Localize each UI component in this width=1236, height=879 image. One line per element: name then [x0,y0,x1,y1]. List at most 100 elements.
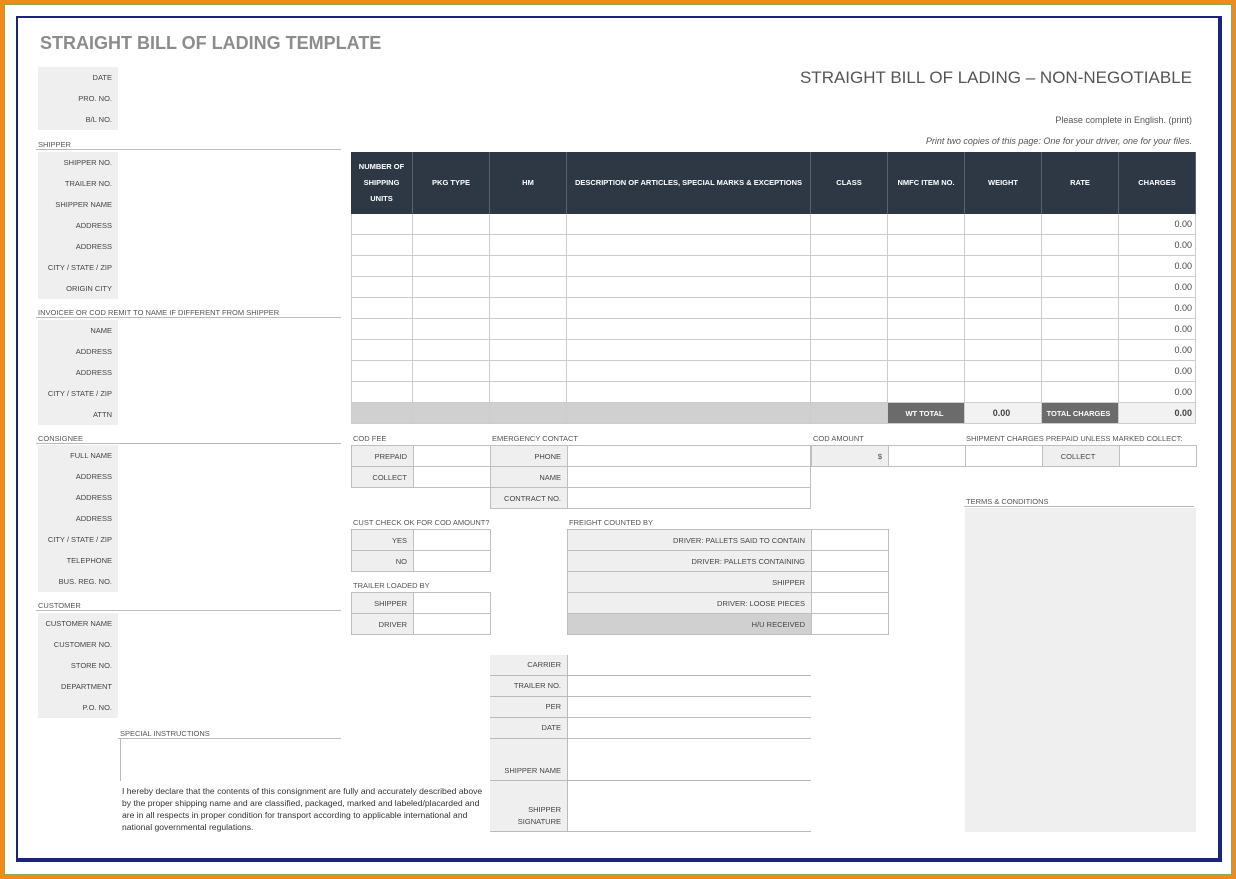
customer-field-customer-name[interactable] [118,613,343,634]
freight-counted-field-driver-loose-pieces[interactable] [811,592,889,614]
header-field-b-l-no-[interactable] [118,109,343,130]
customer-field-department[interactable] [118,676,343,697]
table-cell[interactable] [490,235,567,256]
emergency-field-contract-no-[interactable] [567,487,811,509]
table-cell[interactable] [567,298,811,319]
table-cell[interactable] [965,319,1042,340]
table-cell[interactable] [490,214,567,235]
shipper-field-shipper-name[interactable] [118,194,343,215]
table-cell[interactable] [811,277,888,298]
table-cell[interactable] [567,235,811,256]
table-cell[interactable] [811,361,888,382]
table-cell[interactable] [490,361,567,382]
table-cell[interactable] [811,382,888,403]
table-cell[interactable] [351,214,413,235]
table-cell[interactable] [351,361,413,382]
table-cell[interactable] [413,340,490,361]
invoicee-field-name[interactable] [118,320,343,341]
cust-check-field-yes[interactable] [413,529,491,551]
emergency-field-name[interactable] [567,466,811,488]
freight-counted-field-h-u-received[interactable] [811,613,889,635]
customer-field-p-o-no-[interactable] [118,697,343,718]
table-cell[interactable] [351,298,413,319]
table-cell[interactable] [351,256,413,277]
table-cell[interactable] [1042,361,1119,382]
carrier-field-date[interactable] [567,718,811,739]
consignee-field-address[interactable] [118,466,343,487]
table-cell[interactable] [413,319,490,340]
invoicee-field-address[interactable] [118,341,343,362]
table-cell[interactable] [567,361,811,382]
table-cell[interactable] [490,298,567,319]
carrier-field-trailer-no-[interactable] [567,676,811,697]
consignee-field-telephone[interactable] [118,550,343,571]
carrier-field-per[interactable] [567,697,811,718]
table-cell[interactable] [888,319,965,340]
table-cell[interactable] [567,214,811,235]
table-cell[interactable] [490,319,567,340]
table-cell[interactable] [888,340,965,361]
carrier-field-carrier[interactable] [567,655,811,676]
special-instructions-field[interactable] [120,739,343,781]
header-field-pro-no-[interactable] [118,88,343,109]
table-cell[interactable] [965,235,1042,256]
table-cell[interactable] [965,361,1042,382]
trailer-loaded-field-shipper[interactable] [413,592,491,614]
table-cell[interactable] [567,256,811,277]
table-cell[interactable] [567,340,811,361]
table-cell[interactable] [965,214,1042,235]
consignee-field-city-state-zip[interactable] [118,529,343,550]
table-cell[interactable] [1042,340,1119,361]
table-cell[interactable] [965,382,1042,403]
table-cell[interactable] [1042,319,1119,340]
invoicee-field-address[interactable] [118,362,343,383]
table-cell[interactable] [351,340,413,361]
table-cell[interactable] [351,277,413,298]
header-field-date[interactable] [118,67,343,88]
cust-check-field-no[interactable] [413,550,491,572]
consignee-field-bus-reg-no-[interactable] [118,571,343,592]
invoicee-field-attn[interactable] [118,404,343,425]
table-cell[interactable] [1042,298,1119,319]
emergency-field-phone[interactable] [567,445,811,467]
table-cell[interactable] [413,256,490,277]
shipper-field-address[interactable] [118,236,343,257]
terms-box[interactable] [965,508,1196,832]
table-cell[interactable] [888,277,965,298]
collect-field[interactable] [1119,445,1197,467]
table-cell[interactable] [1042,382,1119,403]
shipper-field-city-state-zip[interactable] [118,257,343,278]
table-cell[interactable] [811,256,888,277]
table-cell[interactable] [351,319,413,340]
table-cell[interactable] [351,382,413,403]
shipper-field-address[interactable] [118,215,343,236]
table-cell[interactable] [811,235,888,256]
shipper-field-trailer-no-[interactable] [118,173,343,194]
table-cell[interactable] [1042,235,1119,256]
invoicee-field-city-state-zip[interactable] [118,383,343,404]
table-cell[interactable] [490,340,567,361]
table-cell[interactable] [490,256,567,277]
table-cell[interactable] [965,340,1042,361]
table-cell[interactable] [888,214,965,235]
table-cell[interactable] [811,340,888,361]
table-cell[interactable] [965,298,1042,319]
table-cell[interactable] [413,298,490,319]
table-cell[interactable] [413,277,490,298]
cod-fee-field-prepaid[interactable] [413,445,491,467]
freight-counted-field-driver-pallets-said-to-contain[interactable] [811,529,889,551]
table-cell[interactable] [490,382,567,403]
table-cell[interactable] [888,298,965,319]
table-cell[interactable] [567,277,811,298]
table-cell[interactable] [351,235,413,256]
table-cell[interactable] [490,277,567,298]
table-cell[interactable] [888,256,965,277]
table-cell[interactable] [888,382,965,403]
shipper-field-origin-city[interactable] [118,278,343,299]
cod-amount-field[interactable] [888,445,966,467]
table-cell[interactable] [413,361,490,382]
table-cell[interactable] [413,382,490,403]
table-cell[interactable] [965,277,1042,298]
freight-counted-field-shipper[interactable] [811,571,889,593]
table-cell[interactable] [413,214,490,235]
